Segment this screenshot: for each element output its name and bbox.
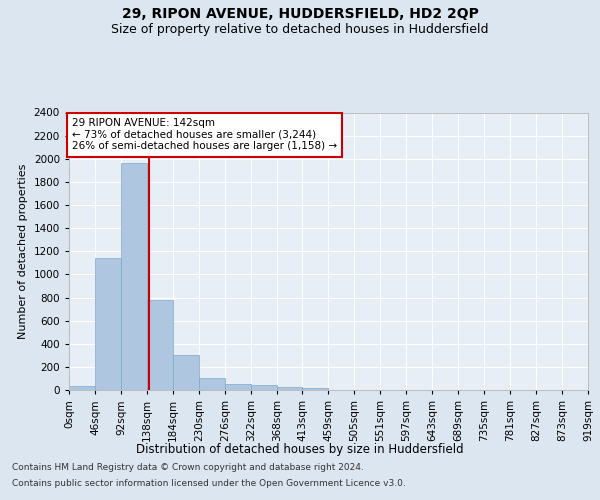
Bar	[302, 388, 328, 390]
Y-axis label: Number of detached properties: Number of detached properties	[18, 164, 28, 339]
Text: 29 RIPON AVENUE: 142sqm
← 73% of detached houses are smaller (3,244)
26% of semi: 29 RIPON AVENUE: 142sqm ← 73% of detache…	[72, 118, 337, 152]
Bar	[251, 386, 277, 390]
Text: Distribution of detached houses by size in Huddersfield: Distribution of detached houses by size …	[136, 442, 464, 456]
Bar	[69, 386, 95, 390]
Bar	[199, 378, 225, 390]
Text: Size of property relative to detached houses in Huddersfield: Size of property relative to detached ho…	[111, 22, 489, 36]
Bar	[277, 386, 302, 390]
Text: Contains HM Land Registry data © Crown copyright and database right 2024.: Contains HM Land Registry data © Crown c…	[12, 464, 364, 472]
Bar	[121, 164, 147, 390]
Bar	[95, 258, 121, 390]
Bar	[147, 300, 173, 390]
Bar	[225, 384, 251, 390]
Text: 29, RIPON AVENUE, HUDDERSFIELD, HD2 2QP: 29, RIPON AVENUE, HUDDERSFIELD, HD2 2QP	[122, 8, 478, 22]
Bar	[173, 356, 199, 390]
Text: Contains public sector information licensed under the Open Government Licence v3: Contains public sector information licen…	[12, 478, 406, 488]
